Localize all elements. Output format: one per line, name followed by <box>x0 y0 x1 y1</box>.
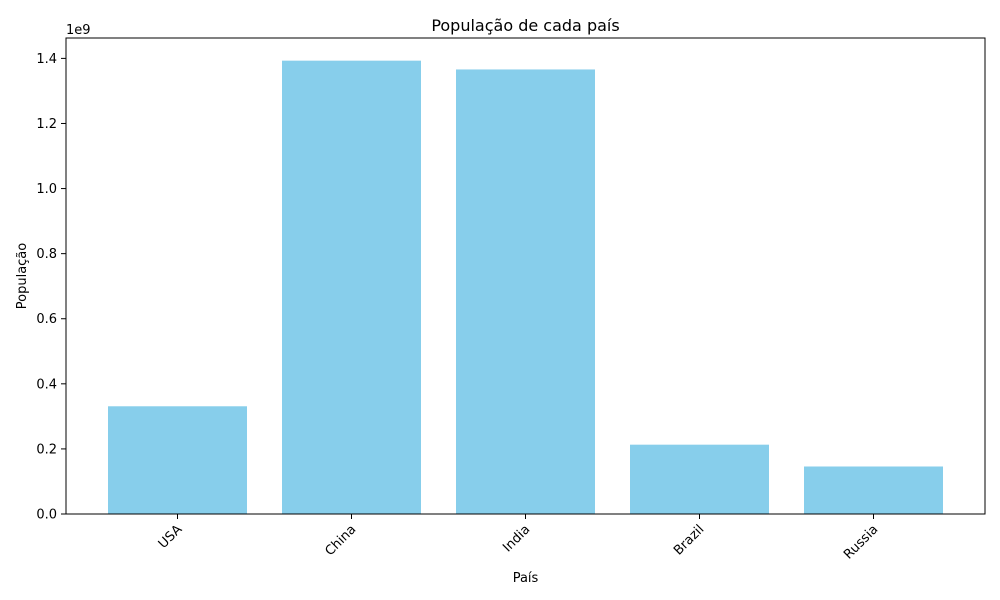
x-axis-label: País <box>513 571 539 586</box>
y-tick-label: 1.2 <box>36 117 57 132</box>
bar-usa <box>108 406 247 514</box>
y-tick-label: 1.0 <box>36 182 57 197</box>
bar-china <box>282 60 421 515</box>
chart-title: População de cada país <box>431 16 619 35</box>
y-tick-label: 1.4 <box>36 52 57 67</box>
x-axis-ticks: USA China India Brazil Russia <box>156 514 881 562</box>
y-tick-label: 0.0 <box>36 508 57 523</box>
x-tick-label: USA <box>156 522 186 552</box>
bar-india <box>456 69 595 514</box>
plot-frame <box>65 37 986 515</box>
x-tick-label: Russia <box>841 522 881 562</box>
y-tick-label: 0.2 <box>36 442 57 457</box>
y-tick-label: 0.8 <box>36 247 57 262</box>
y-axis-ticks: 0.0 0.2 0.4 0.6 0.8 1.0 1.2 1.4 <box>36 52 66 523</box>
y-axis-label: População <box>15 243 30 310</box>
y-tick-label: 0.4 <box>36 377 57 392</box>
x-tick-label: Brazil <box>671 522 707 558</box>
bars-group <box>108 60 943 515</box>
y-tick-label: 0.6 <box>36 312 57 327</box>
bar-russia <box>804 466 943 514</box>
bar-brazil <box>630 444 769 514</box>
x-tick-label: China <box>322 522 359 559</box>
x-tick-label: India <box>500 522 533 555</box>
y-offset-label: 1e9 <box>66 23 91 38</box>
